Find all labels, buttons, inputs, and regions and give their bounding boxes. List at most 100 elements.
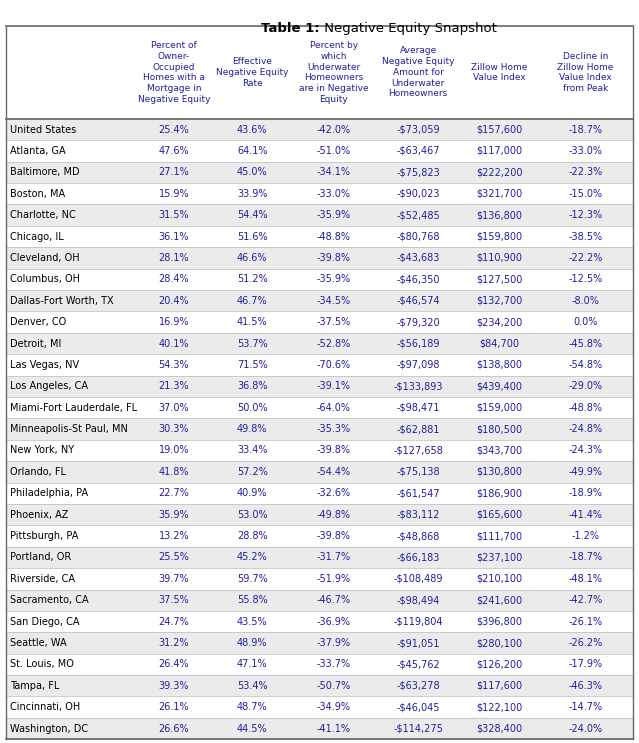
Text: Seattle, WA: Seattle, WA bbox=[10, 638, 67, 648]
Text: 46.7%: 46.7% bbox=[237, 296, 268, 305]
Text: Pittsburgh, PA: Pittsburgh, PA bbox=[10, 531, 79, 541]
Text: -26.1%: -26.1% bbox=[569, 617, 603, 626]
Text: $132,700: $132,700 bbox=[477, 296, 523, 305]
Text: 25.5%: 25.5% bbox=[158, 553, 189, 562]
Text: 51.2%: 51.2% bbox=[237, 274, 268, 285]
Text: -14.7%: -14.7% bbox=[569, 702, 603, 713]
Text: Miami-Fort Lauderdale, FL: Miami-Fort Lauderdale, FL bbox=[10, 403, 137, 412]
Text: 40.1%: 40.1% bbox=[158, 339, 189, 348]
Text: -$73,059: -$73,059 bbox=[396, 125, 440, 134]
Text: -$98,471: -$98,471 bbox=[396, 403, 440, 412]
Text: 35.9%: 35.9% bbox=[158, 510, 189, 519]
Text: -$91,051: -$91,051 bbox=[396, 638, 440, 648]
Text: Effective
Negative Equity
Rate: Effective Negative Equity Rate bbox=[216, 57, 288, 88]
Text: -$66,183: -$66,183 bbox=[396, 553, 440, 562]
Text: 33.9%: 33.9% bbox=[237, 189, 268, 199]
Text: -33.0%: -33.0% bbox=[569, 146, 603, 156]
Text: -52.8%: -52.8% bbox=[316, 339, 351, 348]
Text: -70.6%: -70.6% bbox=[316, 360, 351, 370]
Text: -$83,112: -$83,112 bbox=[396, 510, 440, 519]
Text: -24.8%: -24.8% bbox=[569, 424, 603, 434]
Bar bbox=[6, 547, 633, 568]
Text: -41.1%: -41.1% bbox=[316, 724, 351, 733]
Bar bbox=[6, 461, 633, 482]
Text: $180,500: $180,500 bbox=[477, 424, 523, 434]
Text: -$52,485: -$52,485 bbox=[396, 210, 440, 220]
Text: -54.4%: -54.4% bbox=[316, 467, 351, 477]
Text: -$133,893: -$133,893 bbox=[394, 381, 443, 392]
Text: 46.6%: 46.6% bbox=[237, 253, 268, 263]
Bar bbox=[6, 162, 633, 183]
Text: 53.0%: 53.0% bbox=[237, 510, 268, 519]
Text: -$63,467: -$63,467 bbox=[396, 146, 440, 156]
Text: 20.4%: 20.4% bbox=[158, 296, 189, 305]
Text: Portland, OR: Portland, OR bbox=[10, 553, 72, 562]
Bar bbox=[6, 247, 633, 269]
Text: Sacramento, CA: Sacramento, CA bbox=[10, 595, 89, 606]
Text: 41.5%: 41.5% bbox=[237, 317, 268, 327]
Text: Orlando, FL: Orlando, FL bbox=[10, 467, 66, 477]
Text: $321,700: $321,700 bbox=[477, 189, 523, 199]
Text: 71.5%: 71.5% bbox=[237, 360, 268, 370]
Text: Baltimore, MD: Baltimore, MD bbox=[10, 167, 80, 178]
Text: -36.9%: -36.9% bbox=[316, 617, 351, 626]
Text: 41.8%: 41.8% bbox=[158, 467, 189, 477]
Text: 28.8%: 28.8% bbox=[237, 531, 268, 541]
Bar bbox=[6, 226, 633, 247]
Text: Washington, DC: Washington, DC bbox=[10, 724, 88, 733]
Text: -38.5%: -38.5% bbox=[569, 232, 603, 241]
Text: -42.7%: -42.7% bbox=[569, 595, 603, 606]
Bar bbox=[6, 119, 633, 140]
Text: -24.3%: -24.3% bbox=[569, 446, 603, 455]
Text: -18.7%: -18.7% bbox=[569, 125, 603, 134]
Bar bbox=[6, 654, 633, 675]
Text: -48.1%: -48.1% bbox=[569, 574, 603, 584]
Bar bbox=[6, 418, 633, 440]
Text: 19.0%: 19.0% bbox=[158, 446, 189, 455]
Text: Detroit, MI: Detroit, MI bbox=[10, 339, 61, 348]
Text: 64.1%: 64.1% bbox=[237, 146, 268, 156]
Text: 24.7%: 24.7% bbox=[158, 617, 189, 626]
Text: -54.8%: -54.8% bbox=[569, 360, 603, 370]
Text: 28.4%: 28.4% bbox=[158, 274, 189, 285]
Text: $280,100: $280,100 bbox=[477, 638, 523, 648]
Bar bbox=[6, 482, 633, 504]
Text: 28.1%: 28.1% bbox=[158, 253, 189, 263]
Text: -$119,804: -$119,804 bbox=[394, 617, 443, 626]
Text: 48.7%: 48.7% bbox=[237, 702, 268, 713]
Text: -31.7%: -31.7% bbox=[316, 553, 351, 562]
Text: -$46,350: -$46,350 bbox=[396, 274, 440, 285]
Text: -34.5%: -34.5% bbox=[316, 296, 351, 305]
Text: 27.1%: 27.1% bbox=[158, 167, 189, 178]
Text: Table 1:: Table 1: bbox=[261, 22, 320, 35]
Text: -45.8%: -45.8% bbox=[569, 339, 603, 348]
Bar bbox=[6, 504, 633, 525]
Bar bbox=[6, 675, 633, 696]
Text: -12.5%: -12.5% bbox=[569, 274, 603, 285]
Text: $159,000: $159,000 bbox=[477, 403, 523, 412]
Text: 43.6%: 43.6% bbox=[237, 125, 268, 134]
Text: $343,700: $343,700 bbox=[477, 446, 523, 455]
Bar bbox=[6, 589, 633, 611]
Text: -33.7%: -33.7% bbox=[316, 659, 351, 669]
Text: -48.8%: -48.8% bbox=[316, 232, 351, 241]
Text: 55.8%: 55.8% bbox=[237, 595, 268, 606]
Text: Phoenix, AZ: Phoenix, AZ bbox=[10, 510, 68, 519]
Text: -51.0%: -51.0% bbox=[316, 146, 351, 156]
Text: -26.2%: -26.2% bbox=[569, 638, 603, 648]
Text: 39.3%: 39.3% bbox=[158, 681, 189, 691]
Text: 40.9%: 40.9% bbox=[237, 488, 268, 499]
Text: -22.2%: -22.2% bbox=[569, 253, 603, 263]
Text: 26.6%: 26.6% bbox=[158, 724, 189, 733]
Bar bbox=[6, 204, 633, 226]
Text: -49.9%: -49.9% bbox=[569, 467, 603, 477]
Bar bbox=[6, 376, 633, 397]
Text: 21.3%: 21.3% bbox=[158, 381, 189, 392]
Text: 54.4%: 54.4% bbox=[237, 210, 268, 220]
Text: Cincinnati, OH: Cincinnati, OH bbox=[10, 702, 81, 713]
Text: 53.7%: 53.7% bbox=[237, 339, 268, 348]
Text: 57.2%: 57.2% bbox=[236, 467, 268, 477]
Text: Minneapolis-St Paul, MN: Minneapolis-St Paul, MN bbox=[10, 424, 128, 434]
Text: 36.1%: 36.1% bbox=[158, 232, 189, 241]
Text: $439,400: $439,400 bbox=[477, 381, 523, 392]
